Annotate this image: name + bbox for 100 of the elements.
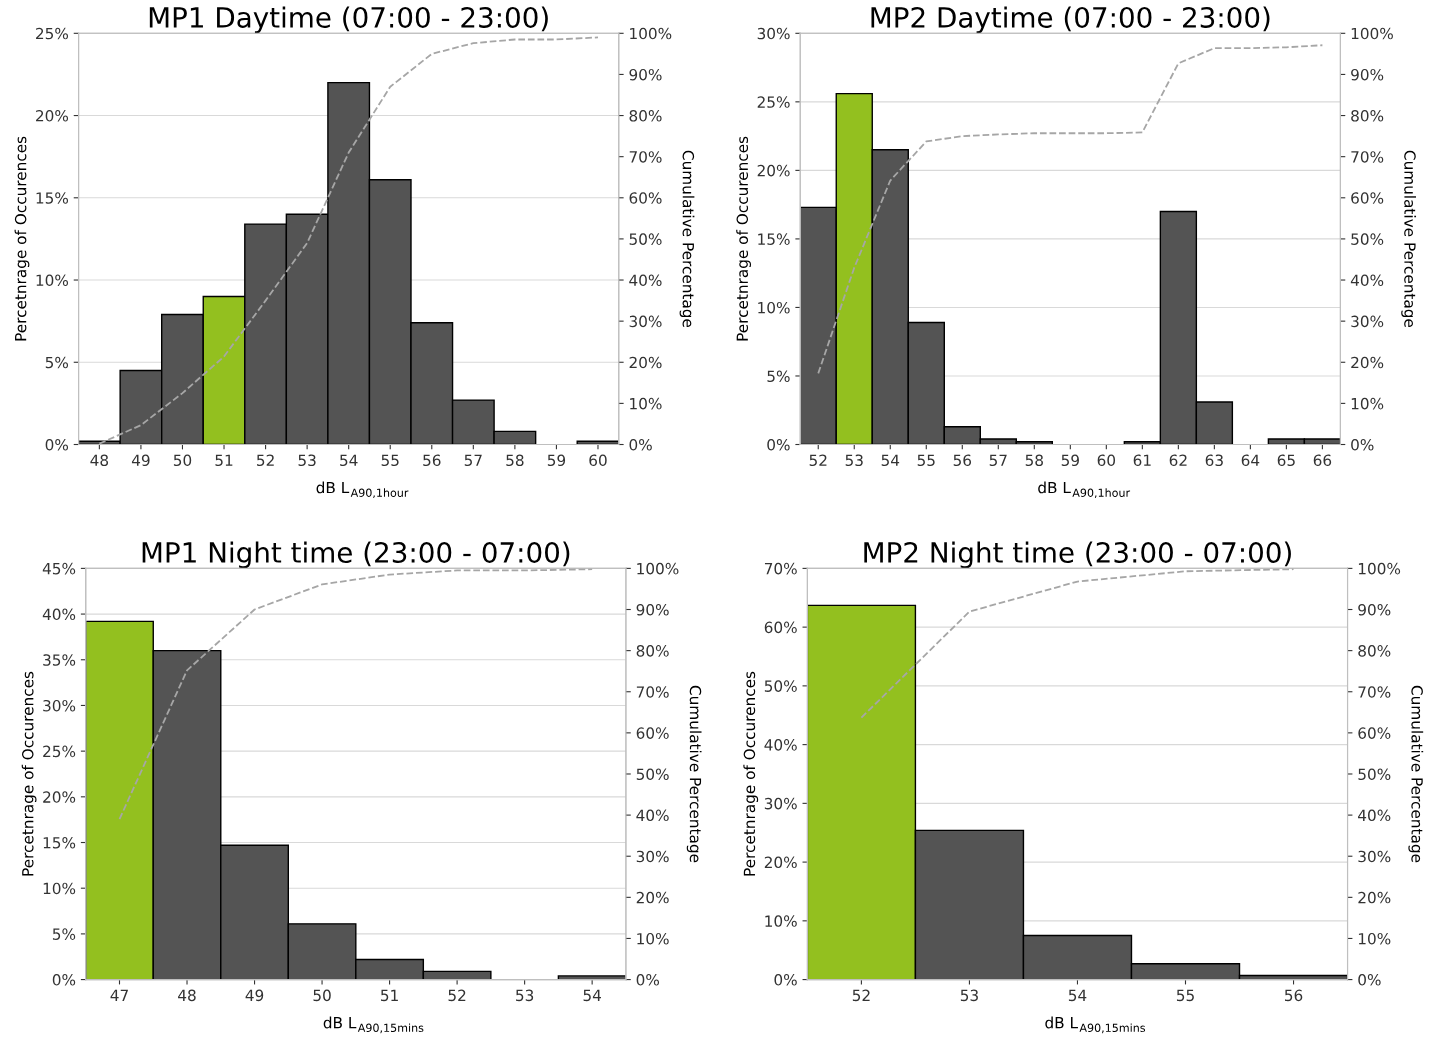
- y2-tick-label: 50%: [636, 768, 669, 781]
- y2-tick-label: 70%: [629, 151, 662, 163]
- y2-tick-label: 10%: [630, 397, 662, 410]
- x-tick-label: 66: [1313, 454, 1332, 467]
- y-axis-title: Percetnrage of Occurences: [743, 671, 759, 876]
- y-tick-label: 30%: [43, 699, 76, 712]
- y2-tick-label: 80%: [1351, 110, 1384, 122]
- y-tick-label: 15%: [36, 192, 69, 204]
- chart-title: MP2 Daytime (07:00 - 23:00): [871, 6, 1270, 34]
- x-tick-label: 60: [1097, 454, 1116, 467]
- x-tick-label: 65: [1277, 454, 1295, 467]
- x-tick-label: 58: [1025, 454, 1043, 467]
- y2-tick-label: 20%: [1358, 891, 1391, 904]
- x-tick-label: 54: [1068, 989, 1087, 1002]
- y-tick-label: 10%: [758, 301, 790, 314]
- x-tick-label: 52: [257, 454, 274, 467]
- y-tick-label: 10%: [43, 882, 76, 895]
- y-axis-title: Percetnrage of Occurences: [14, 136, 30, 341]
- line-series: [118, 568, 594, 821]
- y2-tick-label: 30%: [1351, 315, 1384, 328]
- y2-tick-label: 60%: [636, 727, 669, 739]
- x-tick-label: 55: [381, 454, 399, 467]
- y2-tick-label: 10%: [1351, 397, 1384, 410]
- x-tick-label: 52: [448, 989, 466, 1002]
- x-tick-label: 53: [298, 454, 316, 467]
- y-tick-label: 15%: [758, 233, 790, 245]
- y2-tick-label: 100%: [637, 562, 679, 575]
- y2-tick-label: 0%: [1351, 438, 1374, 451]
- x-tick-label: 53: [960, 989, 978, 1002]
- y2-tick-label: 70%: [1358, 686, 1391, 698]
- y2-tick-label: 0%: [629, 438, 652, 451]
- y2-tick-label: 20%: [629, 356, 662, 369]
- y2-tick-label: 50%: [1351, 233, 1384, 245]
- y2-tick-label: 40%: [629, 274, 662, 287]
- x-tick-label: 61: [1133, 454, 1151, 467]
- x-tick-label: 54: [881, 454, 900, 467]
- y-tick-label: 15%: [43, 836, 76, 849]
- y2-tick-label: 60%: [629, 192, 662, 204]
- y2-tick-label: 20%: [636, 891, 669, 904]
- y2-tick-label: 50%: [629, 233, 662, 245]
- y2-tick-label: 0%: [1358, 974, 1381, 986]
- y2-tick-label: 90%: [1351, 68, 1384, 81]
- y2-tick-label: 80%: [636, 645, 669, 657]
- x-tick-label: 51: [215, 454, 233, 467]
- x-tick-label: 57: [989, 454, 1007, 467]
- y2-axis-title: Cumulative Percentage: [679, 150, 695, 328]
- y-tick-label: 20%: [36, 110, 69, 122]
- y2-tick-label: 10%: [637, 932, 669, 945]
- x-tick-label: 62: [1169, 454, 1187, 467]
- x-tick-label: 64: [1241, 454, 1260, 467]
- x-tick-label: 53: [516, 989, 534, 1002]
- y2-tick-label: 60%: [1351, 192, 1384, 204]
- y2-tick-label: 70%: [1351, 151, 1384, 163]
- y-tick-label: 20%: [757, 164, 790, 177]
- y-tick-label: 10%: [36, 274, 69, 287]
- line-series: [817, 44, 1324, 375]
- x-tick-label: 51: [381, 989, 398, 1002]
- y-tick-label: 20%: [43, 791, 76, 803]
- y2-tick-label: 90%: [1358, 603, 1391, 616]
- x-tick-label: 48: [90, 454, 109, 467]
- x-tick-label: 56: [1284, 989, 1303, 1002]
- y-tick-label: 40%: [764, 739, 797, 751]
- y2-tick-label: 30%: [1358, 850, 1391, 863]
- x-tick-label: 59: [547, 454, 566, 467]
- y2-tick-label: 40%: [1358, 809, 1391, 822]
- y2-tick-label: 40%: [636, 809, 669, 822]
- y-tick-label: 40%: [42, 608, 76, 621]
- chart-title: MP1 Night time (23:00 - 07:00): [142, 541, 570, 569]
- y2-tick-label: 100%: [630, 27, 672, 40]
- x-tick-label: 58: [506, 454, 524, 467]
- y-tick-label: 5%: [767, 370, 790, 382]
- y2-tick-label: 90%: [629, 68, 662, 81]
- x-tick-label: 49: [245, 989, 264, 1002]
- y-tick-label: 0%: [45, 438, 69, 451]
- y2-tick-label: 80%: [1358, 645, 1391, 657]
- x-tick-label: 48: [178, 989, 196, 1002]
- y-tick-label: 30%: [764, 797, 797, 810]
- chart-title: MP2 Night time (23:00 - 07:00): [864, 541, 1291, 569]
- y2-tick-label: 60%: [1358, 727, 1391, 739]
- y2-tick-label: 40%: [1350, 274, 1384, 287]
- y2-axis-title: Cumulative Percentage: [1408, 685, 1424, 863]
- y-axis-title: Percetnrage of Occurences: [21, 671, 37, 876]
- y2-tick-label: 70%: [636, 686, 669, 698]
- y2-axis-title: Cumulative Percentage: [1401, 150, 1417, 328]
- x-tick-label: 50: [173, 454, 192, 467]
- y2-tick-label: 90%: [636, 603, 669, 616]
- x-tick-label: 54: [583, 989, 602, 1002]
- y2-tick-label: 50%: [1358, 768, 1391, 781]
- y-tick-label: 20%: [764, 856, 797, 869]
- y2-axis-title: Cumulative Percentage: [686, 685, 702, 863]
- x-tick-label: 55: [917, 454, 935, 467]
- x-tick-label: 59: [1061, 454, 1079, 467]
- y-tick-label: 10%: [765, 915, 797, 927]
- x-tick-label: 57: [464, 454, 482, 467]
- x-tick-label: 60: [589, 454, 607, 467]
- x-tick-label: 63: [1205, 454, 1223, 467]
- y-tick-label: 25%: [43, 745, 76, 758]
- chart-title: MP1 Daytime (07:00 - 23:00): [149, 6, 548, 34]
- y-tick-label: 50%: [764, 680, 797, 692]
- x-tick-label: 50: [313, 989, 331, 1002]
